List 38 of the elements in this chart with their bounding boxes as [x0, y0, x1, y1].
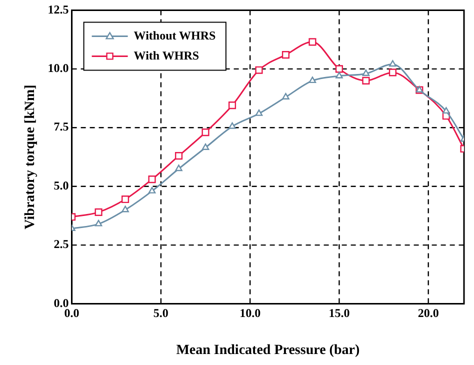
y-axis-title: Vibratory torque [kNm] [23, 84, 38, 230]
point [175, 164, 182, 172]
y-tick-label: 2.5 [54, 237, 69, 252]
y-tick-label: 10.0 [48, 61, 69, 76]
point [282, 51, 290, 59]
point [335, 65, 343, 73]
y-tick-label: 7.5 [54, 120, 69, 134]
point [148, 176, 156, 184]
x-axis-title: Mean Indicated Pressure (bar) [176, 343, 360, 358]
x-tick-label: 20.0 [418, 306, 439, 320]
point [174, 152, 183, 160]
point [362, 76, 370, 84]
point [255, 109, 263, 116]
point [148, 186, 156, 194]
point [336, 72, 343, 78]
point [202, 128, 210, 136]
point [442, 107, 450, 114]
point [122, 195, 130, 204]
point [308, 38, 316, 46]
point [282, 93, 290, 100]
x-tick-label: 5.0 [153, 306, 168, 320]
legend-label: With WHRS [134, 48, 200, 62]
x-tick-label: 10.0 [240, 306, 261, 320]
point [388, 68, 396, 76]
y-tick-label: 5.0 [54, 178, 69, 192]
point [228, 122, 236, 129]
legend-label: Without WHRS [134, 28, 216, 42]
point [255, 66, 263, 74]
point [122, 206, 129, 212]
point [308, 76, 316, 84]
point [228, 102, 236, 110]
y-tick-label: 12.5 [48, 2, 69, 16]
point [94, 220, 102, 226]
point [389, 60, 396, 67]
x-tick-label: 15.0 [328, 306, 350, 320]
point [202, 144, 210, 150]
point [94, 208, 102, 216]
point [362, 70, 370, 76]
